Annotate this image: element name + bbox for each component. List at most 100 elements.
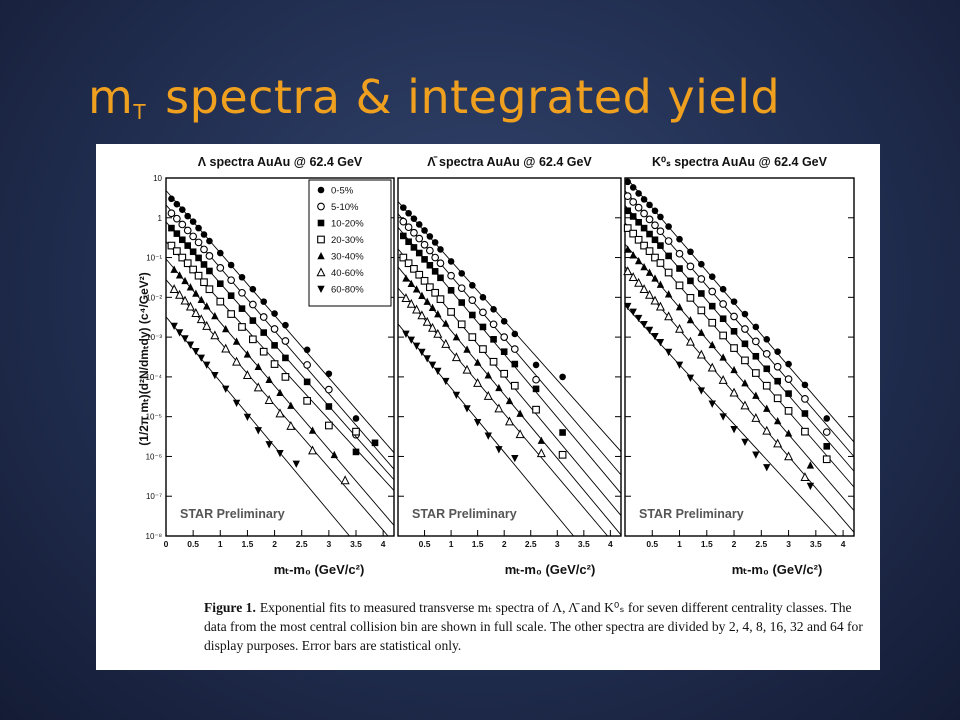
panel-1-point: [195, 254, 202, 262]
panel-2-point: [412, 285, 421, 293]
legend-marker: [317, 285, 325, 293]
panel-2-point: [447, 287, 455, 294]
panel-1-point: [195, 224, 202, 232]
y-tick-label: 10⁻⁷: [146, 492, 162, 501]
panel-3-point: [729, 387, 739, 397]
panel-3-point: [718, 375, 728, 384]
panel-3-point: [801, 381, 809, 389]
panel-1-point: [205, 252, 214, 260]
y-tick-label: 10⁻⁵: [146, 413, 162, 422]
panel-2-point: [452, 391, 461, 400]
panel-3-point: [801, 410, 809, 417]
panel-2-point: [500, 369, 509, 378]
panel-1-point: [232, 356, 242, 366]
panel-1-point: [253, 382, 263, 392]
panel-3-point: [634, 203, 643, 212]
panel-1-point: [216, 264, 225, 272]
panel-1-point: [276, 449, 284, 458]
panel-2-point: [489, 357, 498, 366]
panel-3-x-tick-label: 4: [841, 539, 846, 549]
panel-2-x-tick-label: 4: [608, 539, 613, 549]
slide-title-rest: spectra & integrated yield: [165, 70, 781, 124]
panel-3-point: [634, 314, 643, 323]
panel-1-point: [196, 314, 206, 324]
panel-3-point: [629, 184, 637, 191]
legend-marker: [316, 267, 326, 277]
panel-1-point: [271, 310, 278, 317]
legend-label: 5-10%: [331, 202, 359, 213]
panel-2-point: [420, 240, 429, 249]
panel-2-point: [479, 294, 487, 301]
panel-3-frame: [624, 177, 855, 537]
panel-2-point: [511, 454, 519, 463]
panel-2-point: [500, 317, 508, 325]
panel-1-point: [227, 261, 235, 269]
panel-3-point: [763, 404, 771, 412]
panel-1-point: [275, 408, 285, 418]
panel-1-point: [200, 245, 208, 254]
panel-3-point: [785, 390, 792, 397]
panel-3-point: [730, 426, 738, 434]
y-tick-label: 10⁻²: [146, 293, 162, 302]
panel-3-point: [687, 248, 694, 256]
panel-3-x-tick-label: 1.5: [701, 539, 713, 549]
panel-3-point: [697, 306, 706, 315]
panel-3-x-tick-label: 1: [677, 539, 682, 549]
panel-2-point: [483, 390, 493, 400]
panel-3-point: [801, 427, 809, 436]
panel-1-point: [352, 415, 360, 422]
panel-3-point: [685, 336, 695, 346]
panel-1-point: [260, 298, 268, 305]
panel-1-point: [325, 403, 333, 410]
panel-3-point: [806, 461, 815, 469]
panel-1-point: [308, 445, 318, 455]
panel-3-point: [635, 218, 642, 226]
panel-3-point: [629, 198, 638, 206]
panel-3-point: [624, 245, 632, 253]
panel-3-point: [823, 442, 831, 450]
panel-2-point: [400, 204, 407, 211]
panel-1-point: [232, 399, 241, 408]
legend-marker: [317, 235, 325, 244]
panel-1-point: [303, 361, 311, 369]
panel-3-watermark: STAR Preliminary: [639, 507, 744, 521]
panel-2-point: [458, 299, 466, 306]
panel-2-x-tick-label: 3.5: [578, 539, 590, 549]
panel-3-point: [740, 400, 750, 410]
panel-2-point: [532, 405, 540, 414]
panel-1-point: [211, 371, 219, 380]
panel-3-point: [655, 301, 665, 311]
panel-3-point: [800, 472, 810, 482]
panel-2-point: [426, 283, 434, 292]
panel-2-point: [441, 338, 451, 348]
panel-2-point: [415, 249, 423, 257]
panel-3-point: [774, 377, 781, 385]
panel-2-point: [559, 429, 566, 436]
panel-2-point: [415, 234, 424, 243]
slide-title-subscript: T: [133, 100, 147, 124]
panel-2-point: [434, 310, 442, 318]
y-axis-label: (1/2π mₜ)(d²N/dmₜdy) (c⁴/GeV²): [137, 272, 151, 446]
panel-3-point: [675, 281, 684, 290]
panel-1-point: [210, 330, 220, 340]
panel-1-point: [264, 395, 274, 404]
panel-3-point: [623, 192, 632, 200]
panel-1-point: [281, 373, 290, 381]
panel-1-point: [243, 350, 252, 358]
panel-3-point: [656, 339, 665, 347]
panel-1-point: [168, 195, 175, 203]
panel-2-point: [422, 316, 432, 326]
panel-2-point: [426, 261, 434, 269]
panel-2-point: [457, 284, 466, 293]
x-axis-label-1: mₜ-m₀ (GeV/c²): [274, 562, 365, 577]
panel-2-point: [404, 259, 413, 268]
slide-title: mT spectra & integrated yield: [88, 70, 780, 124]
panel-2-x-tick-label: 2: [502, 539, 507, 549]
panel-3-fit-line: [624, 305, 838, 537]
panel-3-point: [651, 207, 659, 215]
panel-2-point: [400, 232, 407, 240]
panel-3-point: [645, 289, 655, 299]
panel-1-title: Λ spectra AuAu @ 62.4 GeV: [198, 155, 363, 169]
panel-3-point: [806, 482, 815, 491]
panel-1-point: [189, 232, 197, 241]
